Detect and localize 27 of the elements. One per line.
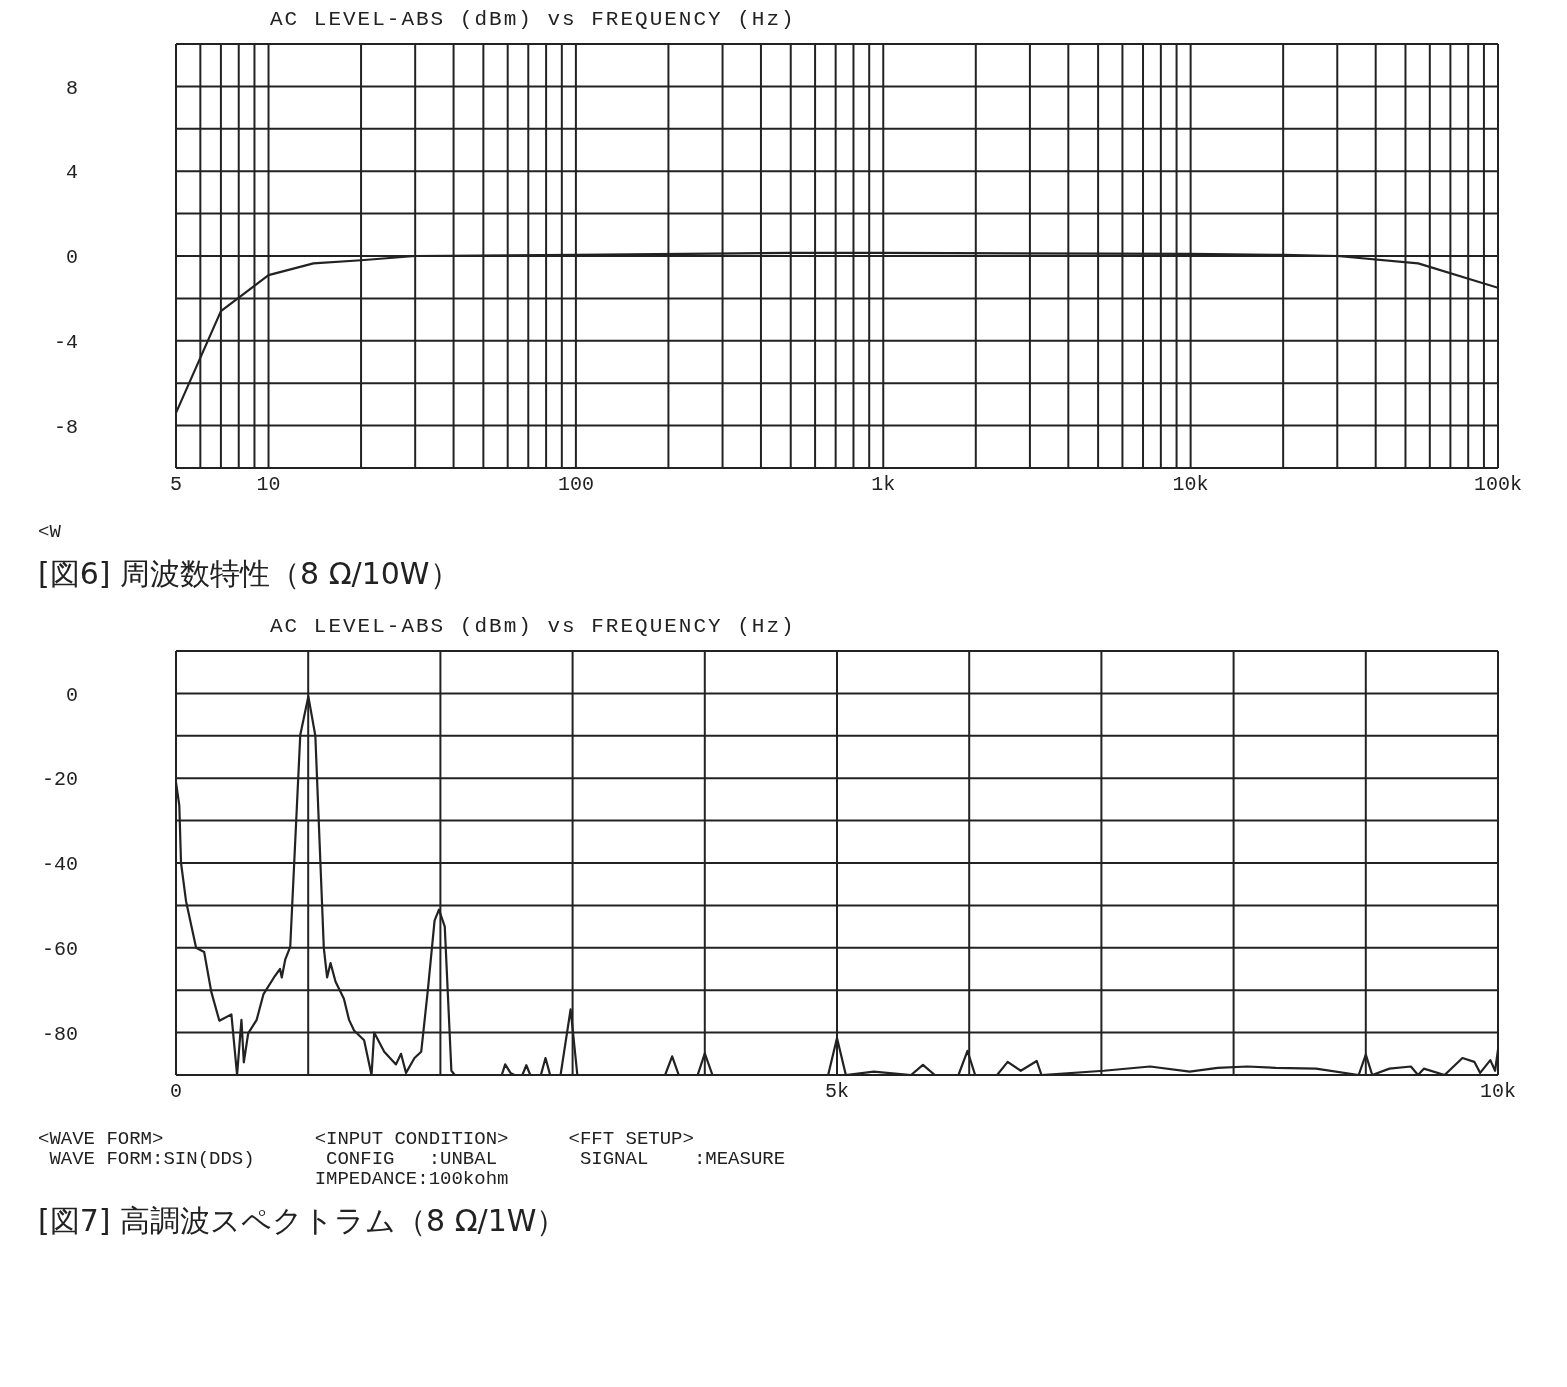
x-tick-label: 0 — [169, 1080, 183, 1104]
x-tick-label: 100k — [1473, 473, 1523, 497]
y-tick-label: 4 — [65, 161, 78, 185]
text: <FFT SETUP> SIGNAL :MEASURE — [568, 1128, 786, 1172]
text: <W — [38, 521, 61, 543]
x-tick-label: 10k — [1479, 1080, 1517, 1104]
x-tick-label: 10 — [256, 473, 281, 497]
x-tick-label: 5 — [169, 473, 183, 497]
text: [図7] 高調波スペクトラム（8 Ω/1W） — [37, 1202, 568, 1240]
x-tick-label: 10k — [1172, 473, 1209, 497]
chart-title: AC LEVEL-ABS (dBm) vs FREQUENCY (Hz) — [270, 615, 796, 638]
chart-title: AC LEVEL-ABS (dBm) vs FREQUENCY (Hz) — [270, 8, 796, 31]
y-tick-label: -40 — [41, 853, 78, 877]
y-tick-label: -60 — [41, 937, 78, 961]
y-tick-label: 8 — [65, 76, 78, 100]
text: [図6] 周波数特性（8 Ω/10W） — [37, 555, 461, 593]
y-tick-label: -8 — [53, 415, 78, 439]
y-tick-label: 0 — [65, 683, 78, 707]
y-tick-label: -4 — [53, 330, 78, 354]
text: <WAVE FORM> WAVE FORM:SIN(DDS) — [38, 1128, 255, 1172]
x-tick-label: 1k — [871, 473, 896, 497]
x-tick-label: 5k — [824, 1080, 850, 1104]
y-tick-label: 0 — [65, 246, 78, 270]
x-tick-label: 100 — [557, 473, 594, 497]
text: <INPUT CONDITION> CONFIG :UNBAL IMPEDANCE:100kohm — [314, 1128, 509, 1190]
y-tick-label: -80 — [41, 1022, 78, 1046]
y-tick-label: -20 — [41, 768, 78, 792]
